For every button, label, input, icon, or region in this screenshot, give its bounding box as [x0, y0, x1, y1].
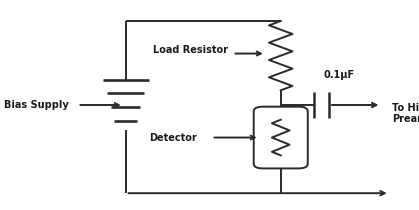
- Text: Detector: Detector: [149, 133, 197, 143]
- Text: 0.1μF: 0.1μF: [324, 70, 355, 80]
- FancyBboxPatch shape: [254, 107, 308, 168]
- Text: To High Impedance
Preamplifier: To High Impedance Preamplifier: [392, 103, 419, 124]
- Text: Load Resistor: Load Resistor: [153, 45, 228, 55]
- Text: Bias Supply: Bias Supply: [4, 100, 69, 110]
